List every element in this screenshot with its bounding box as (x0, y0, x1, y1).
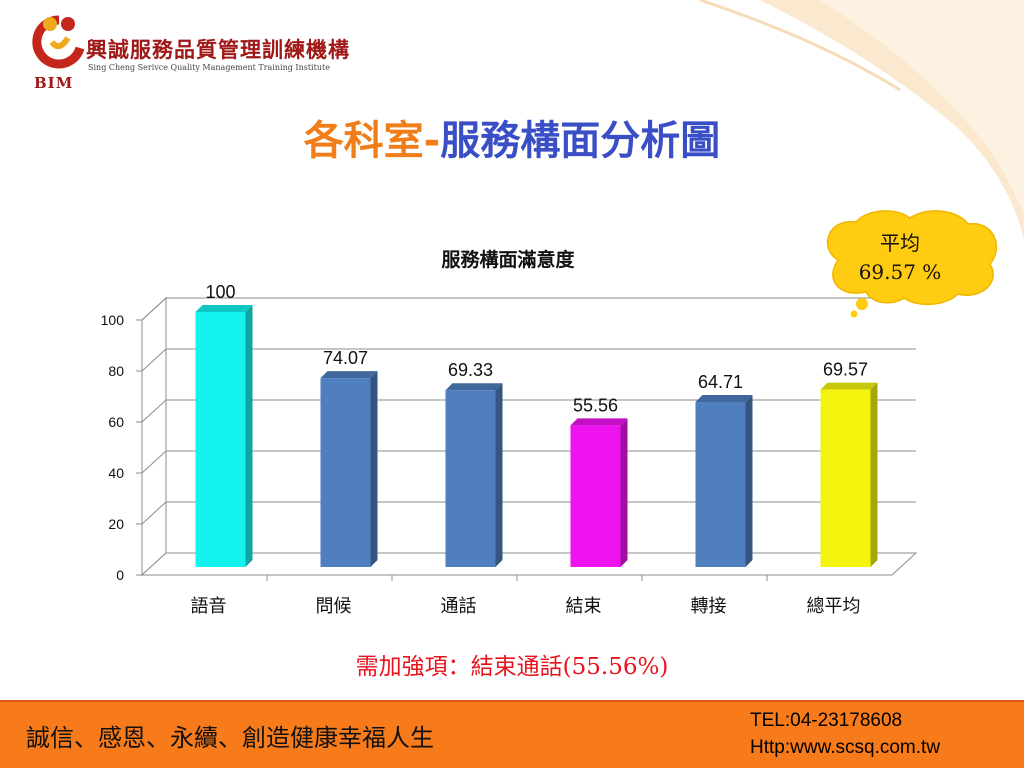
y-tick-label: 60 (108, 414, 124, 430)
bar (570, 425, 621, 567)
average-callout-text: 平均 69.57 % (820, 229, 980, 287)
logo-mark-icon (32, 15, 85, 69)
gridline (141, 399, 916, 423)
bar (195, 312, 246, 567)
y-tick-label: 100 (101, 312, 125, 328)
data-label: 55.56 (573, 395, 618, 415)
data-label: 69.57 (823, 360, 868, 380)
bar-top (820, 382, 878, 390)
data-label: 64.71 (698, 372, 743, 392)
chart-side-wall (141, 296, 167, 577)
bar-top (695, 394, 753, 402)
x-tick-label: 通話 (441, 596, 477, 617)
bar (820, 389, 871, 567)
bar (445, 390, 496, 567)
data-label: 69.33 (448, 360, 493, 380)
data-label: 74.07 (323, 348, 368, 368)
y-tick-label: 20 (108, 516, 124, 532)
contact-info: TEL:04-23178608 Http:www.scsq.com.tw (750, 707, 940, 761)
bar-side (370, 371, 378, 567)
bar-side (870, 382, 878, 567)
bar-top (445, 383, 503, 391)
slide-title-part1: 各科室- (303, 118, 441, 164)
footer-bar (0, 700, 1024, 768)
bar-side (620, 418, 628, 567)
x-tick-label: 總平均 (807, 596, 861, 617)
bar (695, 401, 746, 567)
organization-name: 興誠服務品質管理訓練機構 (86, 38, 350, 62)
contact-website: Http:www.scsq.com.tw (750, 737, 941, 758)
x-tick-label: 結束 (566, 596, 602, 617)
chart-title: 服務構面滿意度 (441, 248, 575, 271)
improvement-note: 需加強項：結束通話(55.56%) (355, 654, 669, 680)
bar-chart: 0 20 40 60 80 100 100 語音 74.07 問候 69.33 通話 55.56 結束 64… (101, 248, 918, 617)
callout-value: 69.57 % (858, 260, 942, 284)
slide-title: 各科室-服務構面分析圖 (0, 108, 1024, 166)
bar-top (320, 371, 378, 379)
contact-phone: TEL:04-23178608 (750, 710, 903, 731)
bar-side (245, 305, 253, 567)
bar (320, 378, 371, 567)
bar-top (195, 305, 253, 312)
x-tick-label: 語音 (191, 596, 227, 617)
bar-side (745, 394, 753, 567)
logo-text: BIM (34, 74, 74, 92)
y-tick-label: 40 (108, 465, 124, 481)
organization-logo: 興誠服務品質管理訓練機構 Sing Cheng Serivce Quality … (28, 12, 350, 92)
bar-top (570, 418, 628, 426)
gridline (141, 450, 916, 474)
y-tick-label: 0 (116, 567, 124, 583)
chart-floor (140, 552, 918, 576)
callout-label: 平均 (880, 231, 920, 255)
average-callout-bubble (826, 210, 998, 318)
x-tick-label: 轉接 (691, 596, 727, 617)
footer-slogan: 誠信、感恩、永續、創造健康幸福人生 (26, 724, 434, 752)
bar-side (495, 383, 503, 567)
slide-title-part2: 服務構面分析圖 (440, 118, 721, 164)
gridline (141, 297, 916, 321)
data-label: 100 (205, 282, 235, 302)
gridline (141, 348, 916, 372)
gridline (141, 501, 916, 525)
organization-name-english: Sing Cheng Serivce Quality Management Tr… (88, 63, 330, 72)
y-tick-label: 80 (108, 363, 124, 379)
x-tick-label: 問候 (316, 596, 352, 617)
